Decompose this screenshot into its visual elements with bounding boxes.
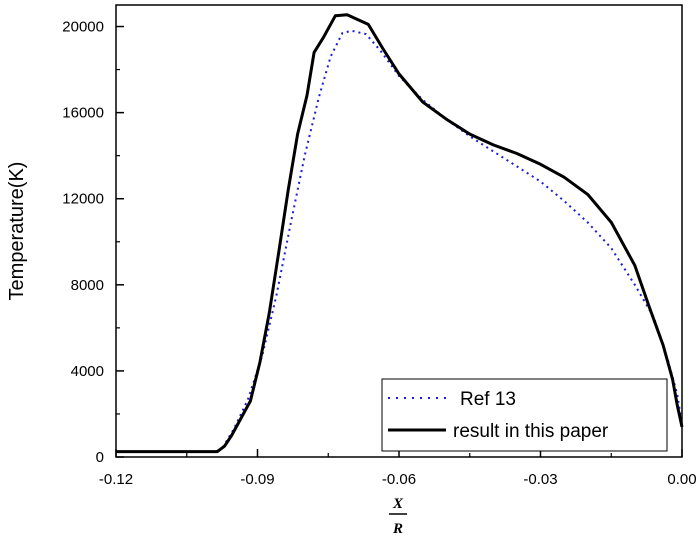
y-tick-label: 20000 bbox=[62, 19, 104, 36]
x-tick-label: -0.06 bbox=[382, 471, 416, 488]
y-tick-label: 8000 bbox=[71, 277, 104, 294]
legend-label-result: result in this paper bbox=[453, 421, 609, 442]
legend-label-ref13: Ref 13 bbox=[460, 389, 516, 410]
series-line-result-in-this-paper bbox=[116, 13, 684, 454]
legend: Ref 13 result in this paper bbox=[381, 378, 668, 452]
x-tick-label: -0.03 bbox=[523, 471, 557, 488]
plot-series-layer bbox=[116, 13, 684, 454]
x-tick-labels: -0.12 -0.09 -0.06 -0.03 0.00 bbox=[99, 471, 697, 488]
x-axis-denominator: R bbox=[392, 521, 403, 537]
x-axis-title: X R bbox=[389, 496, 407, 537]
x-tick-label: -0.09 bbox=[240, 471, 274, 488]
y-tick-label: 0 bbox=[96, 449, 104, 466]
y-tick-labels: 0 4000 8000 12000 16000 20000 bbox=[62, 19, 104, 466]
y-axis-title: Temperature(K) bbox=[6, 162, 28, 301]
axis-ticks bbox=[115, 25, 683, 458]
x-tick-label: 0.00 bbox=[667, 471, 696, 488]
y-tick-label: 12000 bbox=[62, 191, 104, 208]
series-line-ref-13 bbox=[116, 29, 683, 453]
legend-box bbox=[381, 378, 668, 452]
y-tick-label: 16000 bbox=[62, 105, 104, 122]
y-tick-label: 4000 bbox=[71, 363, 104, 380]
x-axis-numerator: X bbox=[392, 496, 404, 512]
x-tick-label: -0.12 bbox=[99, 471, 133, 488]
